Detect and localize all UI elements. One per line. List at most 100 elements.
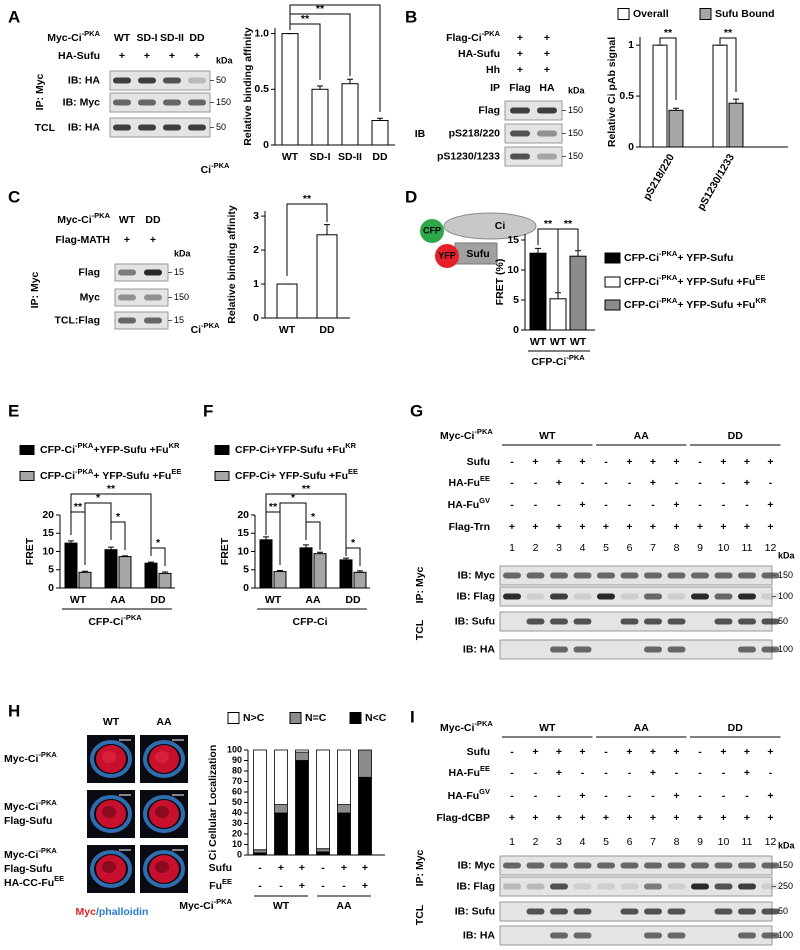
y-tick-label: 100 [227, 744, 242, 754]
bar [158, 572, 172, 589]
lane-number: 11 [742, 836, 753, 848]
x-axis-label: CFP-Ci-PKA [88, 613, 142, 628]
bar [341, 83, 359, 146]
significance-bracket [289, 4, 381, 112]
band [537, 107, 557, 114]
panel-letter: A [8, 7, 20, 26]
bar [144, 562, 158, 589]
diagram-label: CFP [423, 225, 441, 235]
row-label-part: EE [222, 877, 232, 886]
row-label-part: EE [480, 474, 490, 483]
band [761, 862, 780, 869]
row-label: Flag-Sufu [4, 815, 52, 827]
legend-label: N<C [365, 712, 387, 724]
significance-label: ** [107, 483, 116, 495]
legend-label-part: -PKA [75, 467, 94, 476]
band [573, 618, 592, 625]
row-label-part: GV [479, 787, 490, 796]
significance-label: ** [301, 13, 310, 25]
legend-label: Sufu Bound [715, 8, 774, 20]
row-cell: + [720, 521, 726, 533]
row-label: FuEE [209, 877, 232, 892]
x-axis-label-part: Ci [191, 324, 202, 336]
lane-number: 4 [580, 836, 586, 848]
band [510, 153, 530, 160]
x-tick-label: SD-I [310, 151, 331, 163]
row-cell: - [722, 477, 726, 489]
row-cell: + [650, 746, 656, 758]
row-cell: SD-I [137, 32, 158, 44]
legend-swatch [349, 712, 362, 724]
bar [339, 559, 353, 589]
y-tick-label: 60 [232, 786, 242, 796]
x-axis-label: Ci-PKA [191, 321, 220, 336]
row-cell: + [579, 746, 585, 758]
group-label: DD [728, 722, 744, 734]
bar-segment [274, 804, 288, 814]
legend-label: CFP-Ci+ YFP-Sufu +FuEE [235, 467, 358, 482]
blot-label: IB: HA [68, 74, 100, 86]
y-axis-label: FRET (%) [494, 259, 506, 306]
legend-swatch [604, 252, 621, 264]
cfp-shape [420, 219, 444, 243]
legend-swatch [214, 471, 230, 481]
row-cell: + [626, 812, 632, 824]
y-tick-label: 20 [232, 828, 242, 838]
legend-label: N>C [243, 712, 265, 724]
bar-segment [316, 848, 330, 853]
blot-label: IB: HA [68, 121, 100, 133]
row-cell: + [556, 812, 562, 824]
column-label: AA [156, 716, 172, 728]
band [738, 593, 756, 600]
band [738, 572, 756, 579]
blot-label: pS218/220 [449, 127, 501, 139]
row-label: HA-CC-FuEE [4, 874, 64, 889]
band [620, 572, 639, 579]
myc-stain-core [102, 806, 116, 818]
legend-label-part: KR [755, 296, 766, 305]
blot-label: IB: HA [463, 929, 495, 941]
x-tick-label: AA [110, 594, 126, 606]
bar [311, 88, 329, 146]
x-tick-label: WT [550, 336, 567, 348]
myc-stain-core [155, 806, 169, 818]
legend-swatch [604, 276, 621, 288]
row-cell: + [579, 790, 585, 802]
y-axis-label: Relative binding affinity [242, 27, 254, 146]
bar [273, 571, 287, 589]
legend-label-part: KR [345, 441, 356, 450]
y-tick-label: 0 [513, 324, 519, 336]
significance-bracket [110, 521, 126, 550]
band [144, 294, 162, 301]
row-cell: - [534, 790, 538, 802]
significance-label: ** [564, 218, 573, 230]
myc-stain-core [155, 751, 169, 763]
row-label-part: EE [54, 874, 64, 883]
error-bar [733, 98, 739, 104]
legend-swatch [604, 299, 621, 311]
significance-label: ** [74, 501, 83, 513]
y-tick-label: 0.5 [254, 83, 269, 95]
y-axis-label: Relative Ci pAb signal [606, 37, 618, 147]
band [691, 572, 709, 579]
row-cell: DD [189, 32, 205, 44]
significance-label: ** [724, 27, 733, 39]
band [597, 572, 615, 579]
error-bar [317, 551, 323, 554]
row-label-part: HA-Fu [448, 790, 480, 802]
blot-label: IB: Flag [457, 880, 496, 892]
row-cell: + [650, 456, 656, 468]
row-cell: + [579, 456, 585, 468]
caption-myc: Myc [76, 906, 97, 918]
legend-label-part: KR [169, 441, 180, 450]
row-label-part: Myc-Ci [4, 849, 39, 861]
band [620, 593, 639, 600]
row-cell: - [722, 767, 726, 779]
kda-unit: kDa [778, 550, 796, 560]
significance-bracket [719, 37, 737, 92]
band [644, 618, 662, 625]
band [667, 908, 686, 915]
side-label: IP: Myc [414, 566, 426, 603]
lane-number: 5 [603, 542, 609, 554]
band [667, 883, 686, 890]
